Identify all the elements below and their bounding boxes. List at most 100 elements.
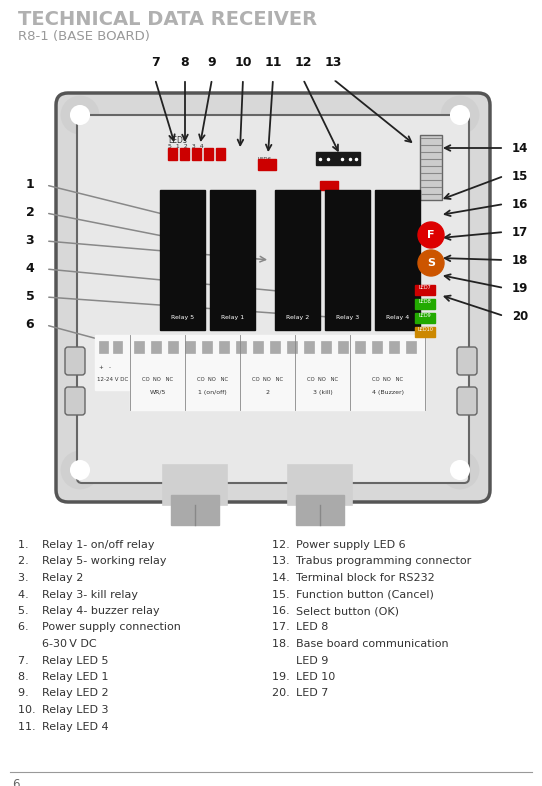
Text: 19.: 19. (272, 672, 293, 682)
Bar (216, 148, 225, 160)
Text: 17: 17 (512, 226, 528, 238)
Text: 3: 3 (25, 234, 34, 248)
Circle shape (504, 188, 536, 220)
Text: 20: 20 (512, 310, 528, 322)
Circle shape (62, 452, 98, 488)
Text: Power supply connection: Power supply connection (42, 623, 181, 633)
Circle shape (71, 106, 89, 124)
Bar (415, 313, 435, 323)
Bar (168, 341, 178, 353)
Text: 1.: 1. (18, 540, 36, 550)
Circle shape (451, 106, 469, 124)
Text: LED 7: LED 7 (296, 689, 328, 699)
Bar (415, 299, 435, 309)
Text: Select button (OK): Select button (OK) (296, 606, 399, 616)
Circle shape (226, 45, 260, 79)
Text: 8.: 8. (18, 672, 39, 682)
Text: 10.: 10. (18, 705, 39, 715)
Bar (185, 341, 195, 353)
Text: LED7: LED7 (418, 285, 431, 290)
Text: 3.: 3. (18, 573, 36, 583)
Text: 10: 10 (234, 56, 251, 68)
Bar (99, 341, 108, 353)
Text: 6: 6 (25, 318, 34, 332)
Text: LEDs: LEDs (168, 136, 187, 145)
FancyBboxPatch shape (457, 387, 477, 415)
FancyBboxPatch shape (65, 347, 85, 375)
Circle shape (504, 244, 536, 276)
Text: 2: 2 (266, 390, 269, 395)
Bar (415, 327, 435, 337)
Text: LED8: LED8 (418, 299, 431, 304)
Text: LED 8: LED 8 (296, 623, 328, 633)
Circle shape (168, 45, 202, 79)
Text: 14: 14 (512, 141, 528, 155)
Text: Relay 1: Relay 1 (221, 315, 244, 320)
Circle shape (504, 272, 536, 304)
Text: Relay 4- buzzer relay: Relay 4- buzzer relay (42, 606, 160, 616)
Text: 2.: 2. (18, 556, 36, 567)
Bar (325, 190, 370, 330)
Bar (192, 148, 201, 160)
Bar (321, 341, 331, 353)
Bar (253, 341, 263, 353)
Bar (406, 341, 416, 353)
Text: Relay 2: Relay 2 (286, 315, 309, 320)
Bar (375, 190, 420, 330)
Bar (219, 341, 229, 353)
FancyBboxPatch shape (56, 93, 490, 502)
Text: 13.: 13. (272, 556, 293, 567)
Bar (134, 341, 144, 353)
Bar (113, 341, 122, 353)
Circle shape (138, 45, 172, 79)
Bar (204, 148, 213, 160)
Text: Relay 4: Relay 4 (386, 315, 409, 320)
Bar (168, 148, 177, 160)
Circle shape (442, 97, 478, 133)
Circle shape (14, 309, 46, 341)
Text: 15: 15 (512, 170, 528, 182)
Bar (236, 341, 246, 353)
Text: 18.: 18. (272, 639, 293, 649)
Bar (95, 335, 130, 390)
Text: 4 (Buzzer): 4 (Buzzer) (371, 390, 403, 395)
Text: 3 (kill): 3 (kill) (313, 390, 332, 395)
Text: 6-30 V DC: 6-30 V DC (42, 639, 96, 649)
Text: Relay 1- on/off relay: Relay 1- on/off relay (42, 540, 154, 550)
Circle shape (316, 45, 350, 79)
Text: Power supply LED 6: Power supply LED 6 (296, 540, 405, 550)
Circle shape (14, 281, 46, 313)
Bar (163, 465, 227, 505)
Bar (275, 190, 320, 330)
Bar (338, 341, 348, 353)
Text: 1: 1 (25, 178, 34, 192)
Bar (320, 181, 338, 190)
Circle shape (14, 197, 46, 229)
Text: 16: 16 (512, 197, 528, 211)
FancyBboxPatch shape (77, 115, 469, 483)
Text: 2: 2 (25, 207, 34, 219)
Text: LED9: LED9 (418, 313, 431, 318)
FancyBboxPatch shape (457, 347, 477, 375)
Text: 9.: 9. (18, 689, 39, 699)
Circle shape (14, 253, 46, 285)
Text: 12: 12 (294, 56, 312, 68)
Circle shape (418, 222, 444, 248)
Bar (355, 341, 365, 353)
Bar (287, 341, 297, 353)
Circle shape (286, 45, 320, 79)
Bar (288, 465, 352, 505)
Text: LED 10: LED 10 (296, 672, 335, 682)
Text: Relay LED 1: Relay LED 1 (42, 672, 108, 682)
Text: Relay 3: Relay 3 (336, 315, 359, 320)
Text: +   -: + - (99, 365, 111, 370)
Text: 8: 8 (180, 56, 189, 68)
Text: CO  NO   NC: CO NO NC (197, 377, 228, 382)
Text: CO  NO   NC: CO NO NC (307, 377, 338, 382)
Bar (270, 341, 280, 353)
Text: LED 9: LED 9 (296, 656, 328, 666)
Text: 5  1  2  3  4: 5 1 2 3 4 (168, 144, 204, 149)
FancyBboxPatch shape (420, 135, 442, 200)
Text: 4: 4 (25, 263, 34, 276)
Text: Relay 5- working relay: Relay 5- working relay (42, 556, 166, 567)
